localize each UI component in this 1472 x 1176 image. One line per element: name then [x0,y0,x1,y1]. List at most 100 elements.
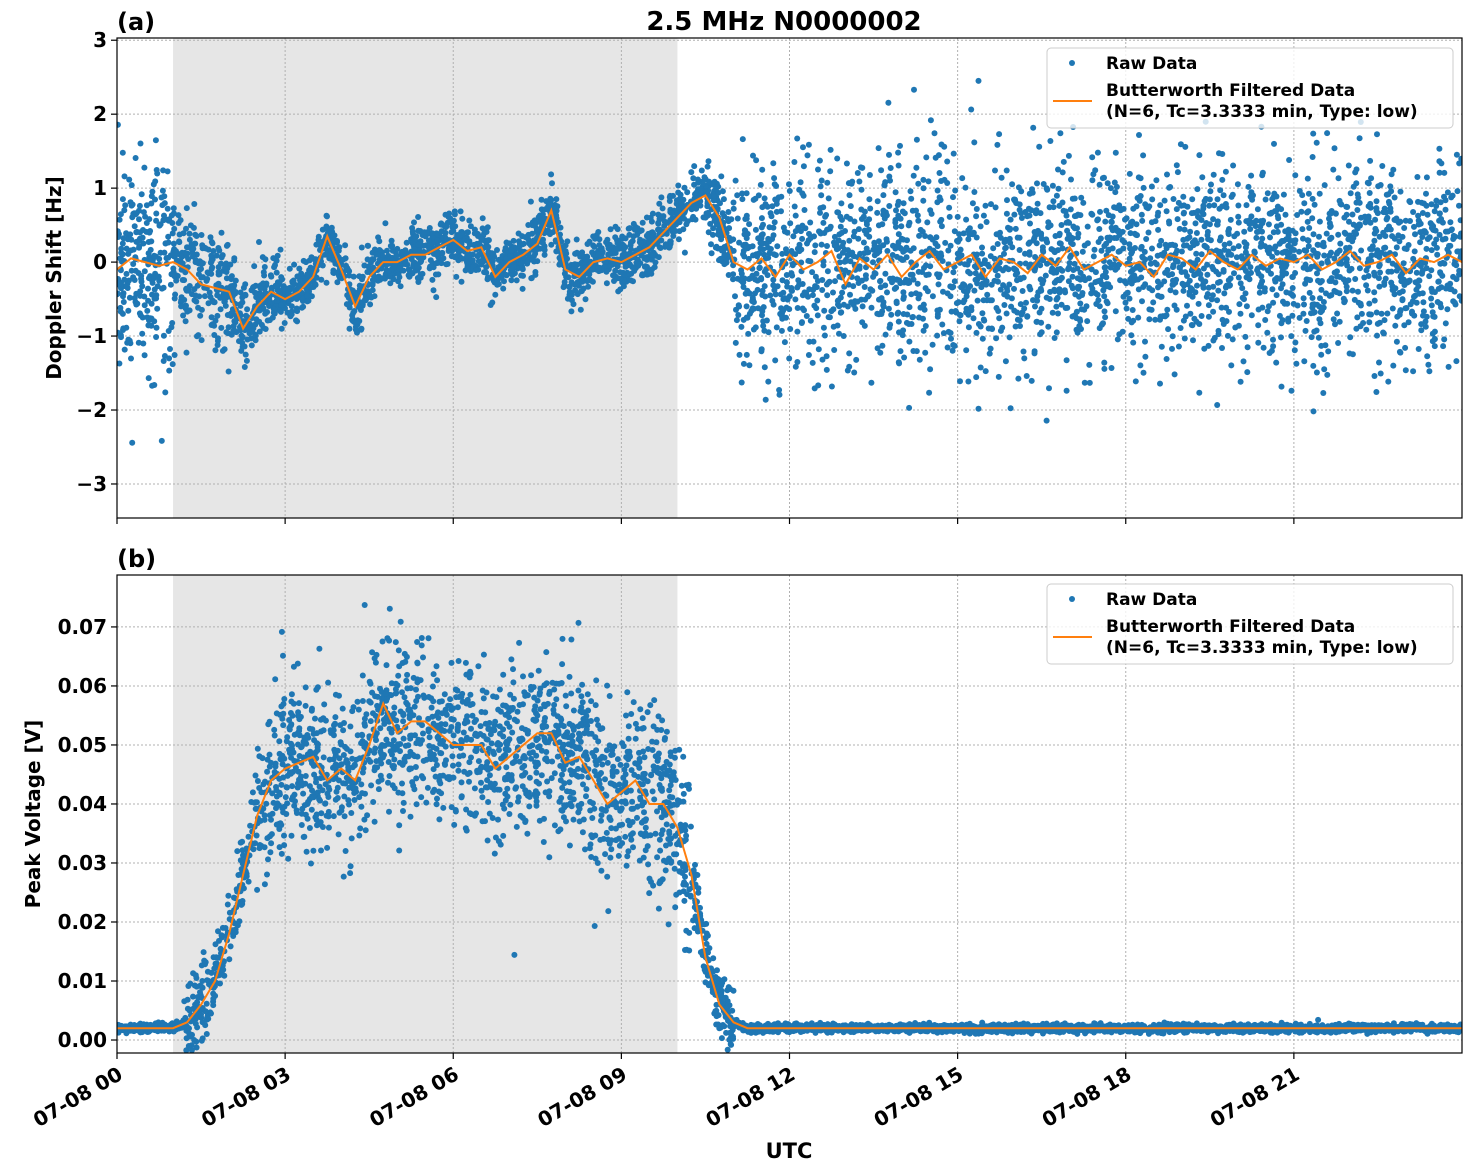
raw-point [1188,287,1194,293]
raw-point [1146,230,1152,236]
raw-point [282,320,288,326]
raw-point [1032,304,1038,310]
raw-point [880,212,886,218]
raw-point [465,238,471,244]
raw-point [748,275,754,281]
raw-point [1164,356,1170,362]
raw-point [930,342,936,348]
raw-point [638,240,644,246]
raw-point [721,253,727,259]
raw-point [535,227,541,233]
raw-point [1064,228,1070,234]
raw-point [1253,235,1259,241]
raw-point [1134,203,1140,209]
raw-point [709,250,715,256]
raw-point [1377,234,1383,240]
raw-point [738,324,744,330]
raw-point [753,227,759,233]
raw-point [898,348,904,354]
raw-point [1094,217,1100,223]
raw-point [1008,304,1014,310]
raw-point [1390,306,1396,312]
raw-point [1312,202,1318,208]
raw-point [1027,221,1033,227]
raw-point [1358,248,1364,254]
raw-point [928,117,934,123]
raw-point [1149,307,1155,313]
raw-point [1241,358,1247,364]
raw-point [1070,241,1076,247]
raw-point [989,326,995,332]
raw-point [238,303,244,309]
raw-point [596,265,602,271]
raw-point [1424,314,1430,320]
raw-point [429,277,435,283]
raw-point [1105,235,1111,241]
raw-point [896,319,902,325]
raw-point [387,274,393,280]
raw-point [1408,301,1414,307]
raw-point [865,249,871,255]
raw-point [1303,248,1309,254]
raw-point [789,288,795,294]
raw-point [1373,389,1379,395]
raw-point [1120,329,1126,335]
raw-point [1230,336,1236,342]
raw-point [270,315,276,321]
raw-point [1205,229,1211,235]
raw-point [1285,319,1291,325]
raw-point [765,204,771,210]
raw-point [370,287,376,293]
raw-point [786,356,792,362]
raw-point [1242,239,1248,245]
raw-point [1013,272,1019,278]
raw-point [262,311,268,317]
raw-point [1149,196,1155,202]
raw-point [983,368,989,374]
raw-point [644,257,650,263]
raw-point [937,219,943,225]
raw-point [1381,280,1387,286]
raw-point [1367,190,1373,196]
raw-point [746,256,752,262]
raw-point [434,237,440,243]
raw-point [844,161,850,167]
raw-point [1377,270,1383,276]
raw-point [1372,298,1378,304]
raw-point [706,158,712,164]
y-tick-label: −2 [76,398,107,422]
raw-point [658,194,664,200]
raw-point [1216,250,1222,256]
raw-point [1166,219,1172,225]
raw-point [858,164,864,170]
raw-point [676,236,682,242]
raw-point [1130,307,1136,313]
raw-point [675,183,681,189]
raw-point [908,196,914,202]
raw-point [1139,212,1145,218]
raw-point [923,154,929,160]
raw-point [867,172,873,178]
raw-point [1143,236,1149,242]
raw-point [138,273,144,279]
legend-filtered-params: (N=6, Tc=3.3333 min, Type: low) [1106,102,1418,122]
raw-point [1300,236,1306,242]
raw-point [718,246,724,252]
legend-filtered-label: Butterworth Filtered Data [1106,81,1355,101]
raw-point [878,167,884,173]
raw-point [1080,200,1086,206]
raw-point [1376,360,1382,366]
raw-point [1288,244,1294,250]
raw-point [1439,273,1445,279]
raw-point [824,180,830,186]
raw-point [915,218,921,224]
raw-point [961,297,967,303]
raw-point [869,305,875,311]
raw-point [211,332,217,338]
raw-point [958,247,964,253]
raw-point [1169,346,1175,352]
raw-point [794,329,800,335]
raw-point [228,276,234,282]
raw-point [1201,266,1207,272]
raw-point [1452,300,1458,306]
